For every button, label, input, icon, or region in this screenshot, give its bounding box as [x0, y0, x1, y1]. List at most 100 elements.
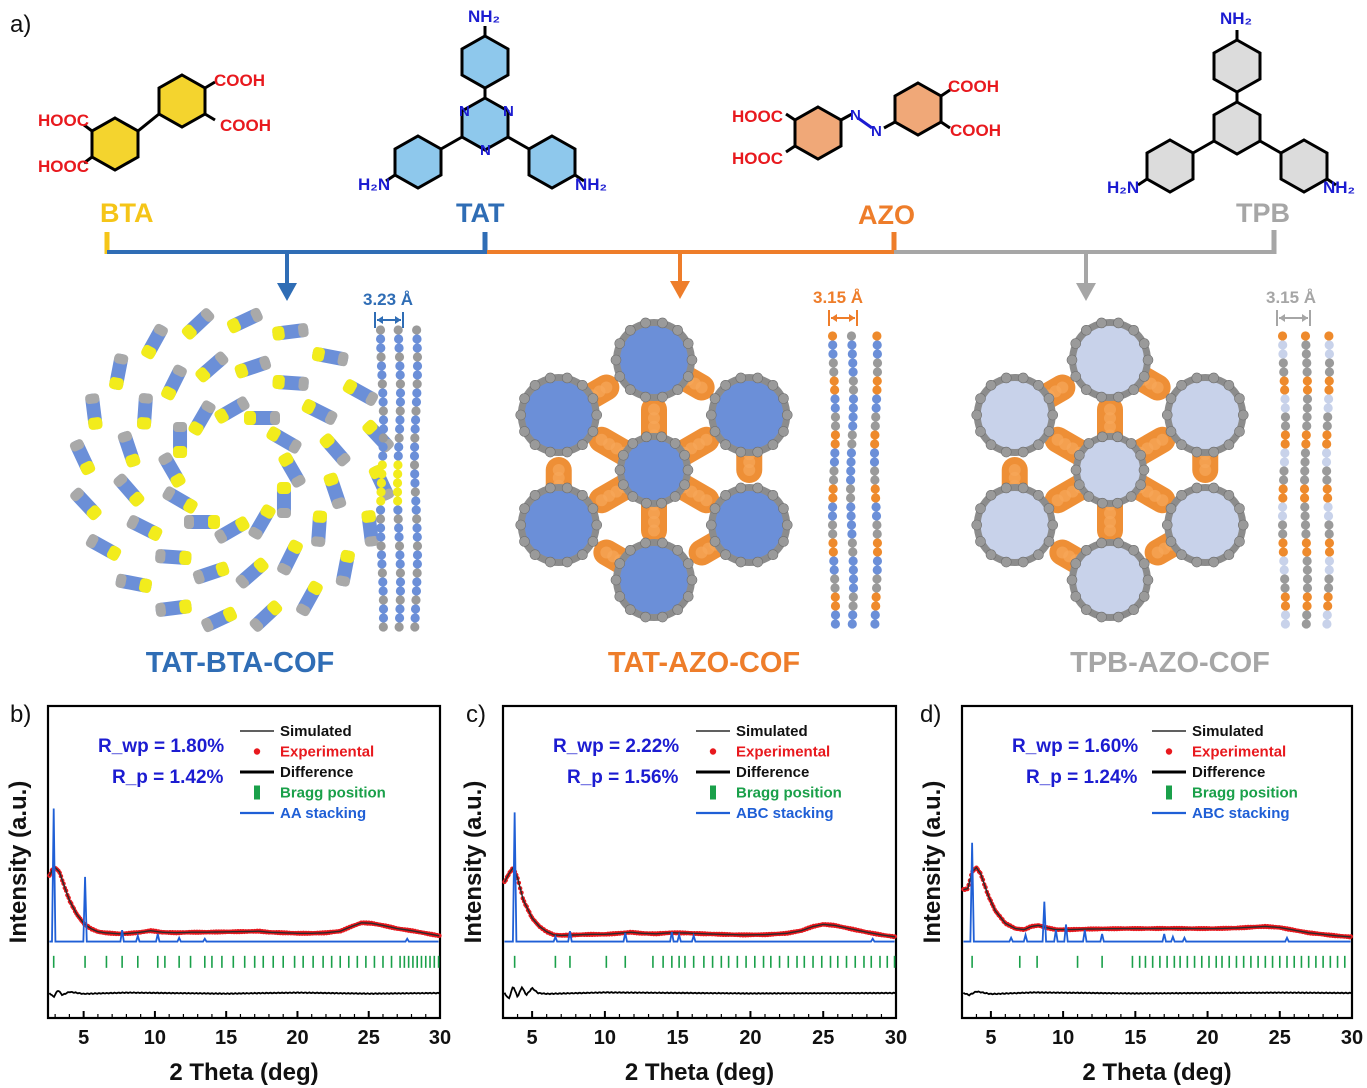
cof-tat-azo-structure: [515, 317, 793, 623]
tat-nh2-top: NH₂: [468, 7, 500, 26]
cof-blade: [214, 396, 250, 424]
cof-blade: [342, 379, 379, 406]
cof-node: [1066, 317, 1154, 403]
stack-column: [409, 325, 423, 632]
legend-label: Bragg position: [736, 785, 842, 802]
cof-node: [1161, 482, 1249, 568]
x-axis-label: 2 Theta (deg): [625, 1059, 774, 1086]
cof-tat-bta-structure: [69, 307, 395, 633]
cof-blade: [244, 411, 280, 426]
x-axis-label: 2 Theta (deg): [169, 1059, 318, 1086]
bta-cooh-1: COOH: [214, 71, 265, 90]
chart-legend: Simulated Experimental Difference Bragg pos…: [1152, 723, 1298, 822]
legend-label: Difference: [736, 764, 809, 781]
plot-frame: [46, 704, 442, 1020]
x-tick-label: 25: [1269, 1027, 1291, 1049]
bta-cooh-2: COOH: [220, 116, 271, 135]
stack-column: [869, 331, 883, 629]
cof-blade: [181, 308, 215, 340]
spacing-label-2: 3.15 Å: [813, 288, 863, 307]
legend-item: Experimental: [1165, 744, 1286, 761]
cof-node: [515, 372, 603, 458]
legend-label: ABC stacking: [736, 805, 834, 822]
legend-label: Experimental: [1192, 744, 1286, 761]
label-tpb: TPB: [1236, 198, 1290, 228]
legend-item: Simulated: [1152, 723, 1264, 740]
plot-frame: [501, 704, 898, 1020]
legend-label: Simulated: [1192, 723, 1264, 740]
x-tick-label: 10: [594, 1027, 616, 1049]
pxrd-chart-c: c) 5 10 15 20 25 30 2 Theta (deg) Intensity (a.u…: [460, 701, 907, 1086]
cof-blade: [192, 561, 230, 585]
azo-ring-right: [893, 81, 943, 137]
cof-tpb-azo-structure: [971, 317, 1249, 623]
cof-node: [705, 482, 793, 568]
cof-node-center: [1070, 431, 1150, 509]
tat-n-3: N: [480, 142, 491, 159]
cof-blade: [272, 323, 309, 341]
legend-item: Difference: [696, 764, 809, 781]
bta-hooc-2: HOOC: [38, 157, 89, 176]
molecule-bta: COOH COOH HOOC HOOC: [38, 71, 271, 176]
cof-blade: [161, 364, 187, 401]
series-simulated: [48, 866, 440, 937]
legend-item: Simulated: [240, 723, 352, 740]
azo-cooh-1: COOH: [948, 77, 999, 96]
y-axis-label: Intensity (a.u.): [5, 781, 32, 944]
x-tick-label: 10: [1052, 1027, 1074, 1049]
rwp-value: R_wp = 1.60%: [1012, 736, 1138, 757]
cof-blade: [272, 374, 309, 391]
legend-item: ABC stacking: [1152, 805, 1290, 822]
cof-blade: [201, 606, 238, 633]
series-bragg-positions: [52, 955, 440, 968]
cof-blade: [234, 355, 272, 379]
cof-blade: [173, 422, 188, 458]
panel-a-label: a): [10, 11, 31, 38]
chart-legend: Simulated Experimental Difference Bragg pos…: [240, 723, 386, 822]
legend-label: Bragg position: [1192, 785, 1298, 802]
rwp-value: R_wp = 1.80%: [98, 736, 224, 757]
panel-label: d): [920, 701, 941, 728]
azo-ring-left: [793, 105, 843, 161]
pxrd-chart-b: b) 5 10 15 20 25 30 2 Theta (deg) Intensity (a.u…: [5, 701, 451, 1086]
cof-node: [1066, 537, 1154, 623]
x-tick-label: 30: [885, 1027, 907, 1049]
series-experimental: [47, 865, 442, 939]
panel-label: b): [10, 701, 31, 728]
cof-blade: [69, 439, 96, 476]
stack-column: [1299, 331, 1313, 629]
tpb-nh2-right: NH₂: [1323, 178, 1355, 197]
legend-label: Simulated: [736, 723, 808, 740]
rp-value: R_p = 1.42%: [112, 767, 224, 788]
cof-blade: [323, 472, 347, 510]
rwp-value: R_wp = 2.22%: [553, 736, 679, 757]
tpb-ring-top: [1212, 38, 1262, 94]
cof-name-tat-bta: TAT-BTA-COF: [146, 647, 334, 679]
cof-blade: [335, 549, 355, 587]
cof-blade: [214, 516, 250, 544]
stack-column: [375, 325, 389, 632]
bta-ring-2: [157, 73, 207, 129]
legend-label: Difference: [1192, 764, 1265, 781]
cof-blade: [249, 600, 283, 632]
cof-blade: [126, 515, 163, 541]
x-axis-label: 2 Theta (deg): [1082, 1059, 1231, 1086]
azo-cooh-2: COOH: [950, 121, 1001, 140]
cof-node: [971, 372, 1059, 458]
stack-view-tat-azo: [827, 331, 883, 629]
azo-n-1: N: [850, 107, 861, 124]
legend-item: Difference: [1152, 764, 1265, 781]
arrow-down-gray-icon: [1076, 283, 1096, 301]
legend-item: Bragg position: [1166, 785, 1298, 802]
panel-label: c): [466, 701, 486, 728]
spacing-arrow-3-icon: [1276, 310, 1311, 326]
bta-ring-1: [90, 116, 140, 172]
cof-blade: [155, 599, 192, 617]
cof-blade: [141, 323, 168, 360]
cof-blade: [70, 487, 102, 521]
spacing-label-3: 3.15 Å: [1266, 288, 1316, 307]
spacing-label-1: 3.23 Å: [363, 290, 413, 309]
tpb-h2n-left: H₂N: [1107, 178, 1139, 197]
tpb-nh2-top: NH₂: [1220, 9, 1252, 28]
series-bragg-positions: [513, 955, 896, 968]
